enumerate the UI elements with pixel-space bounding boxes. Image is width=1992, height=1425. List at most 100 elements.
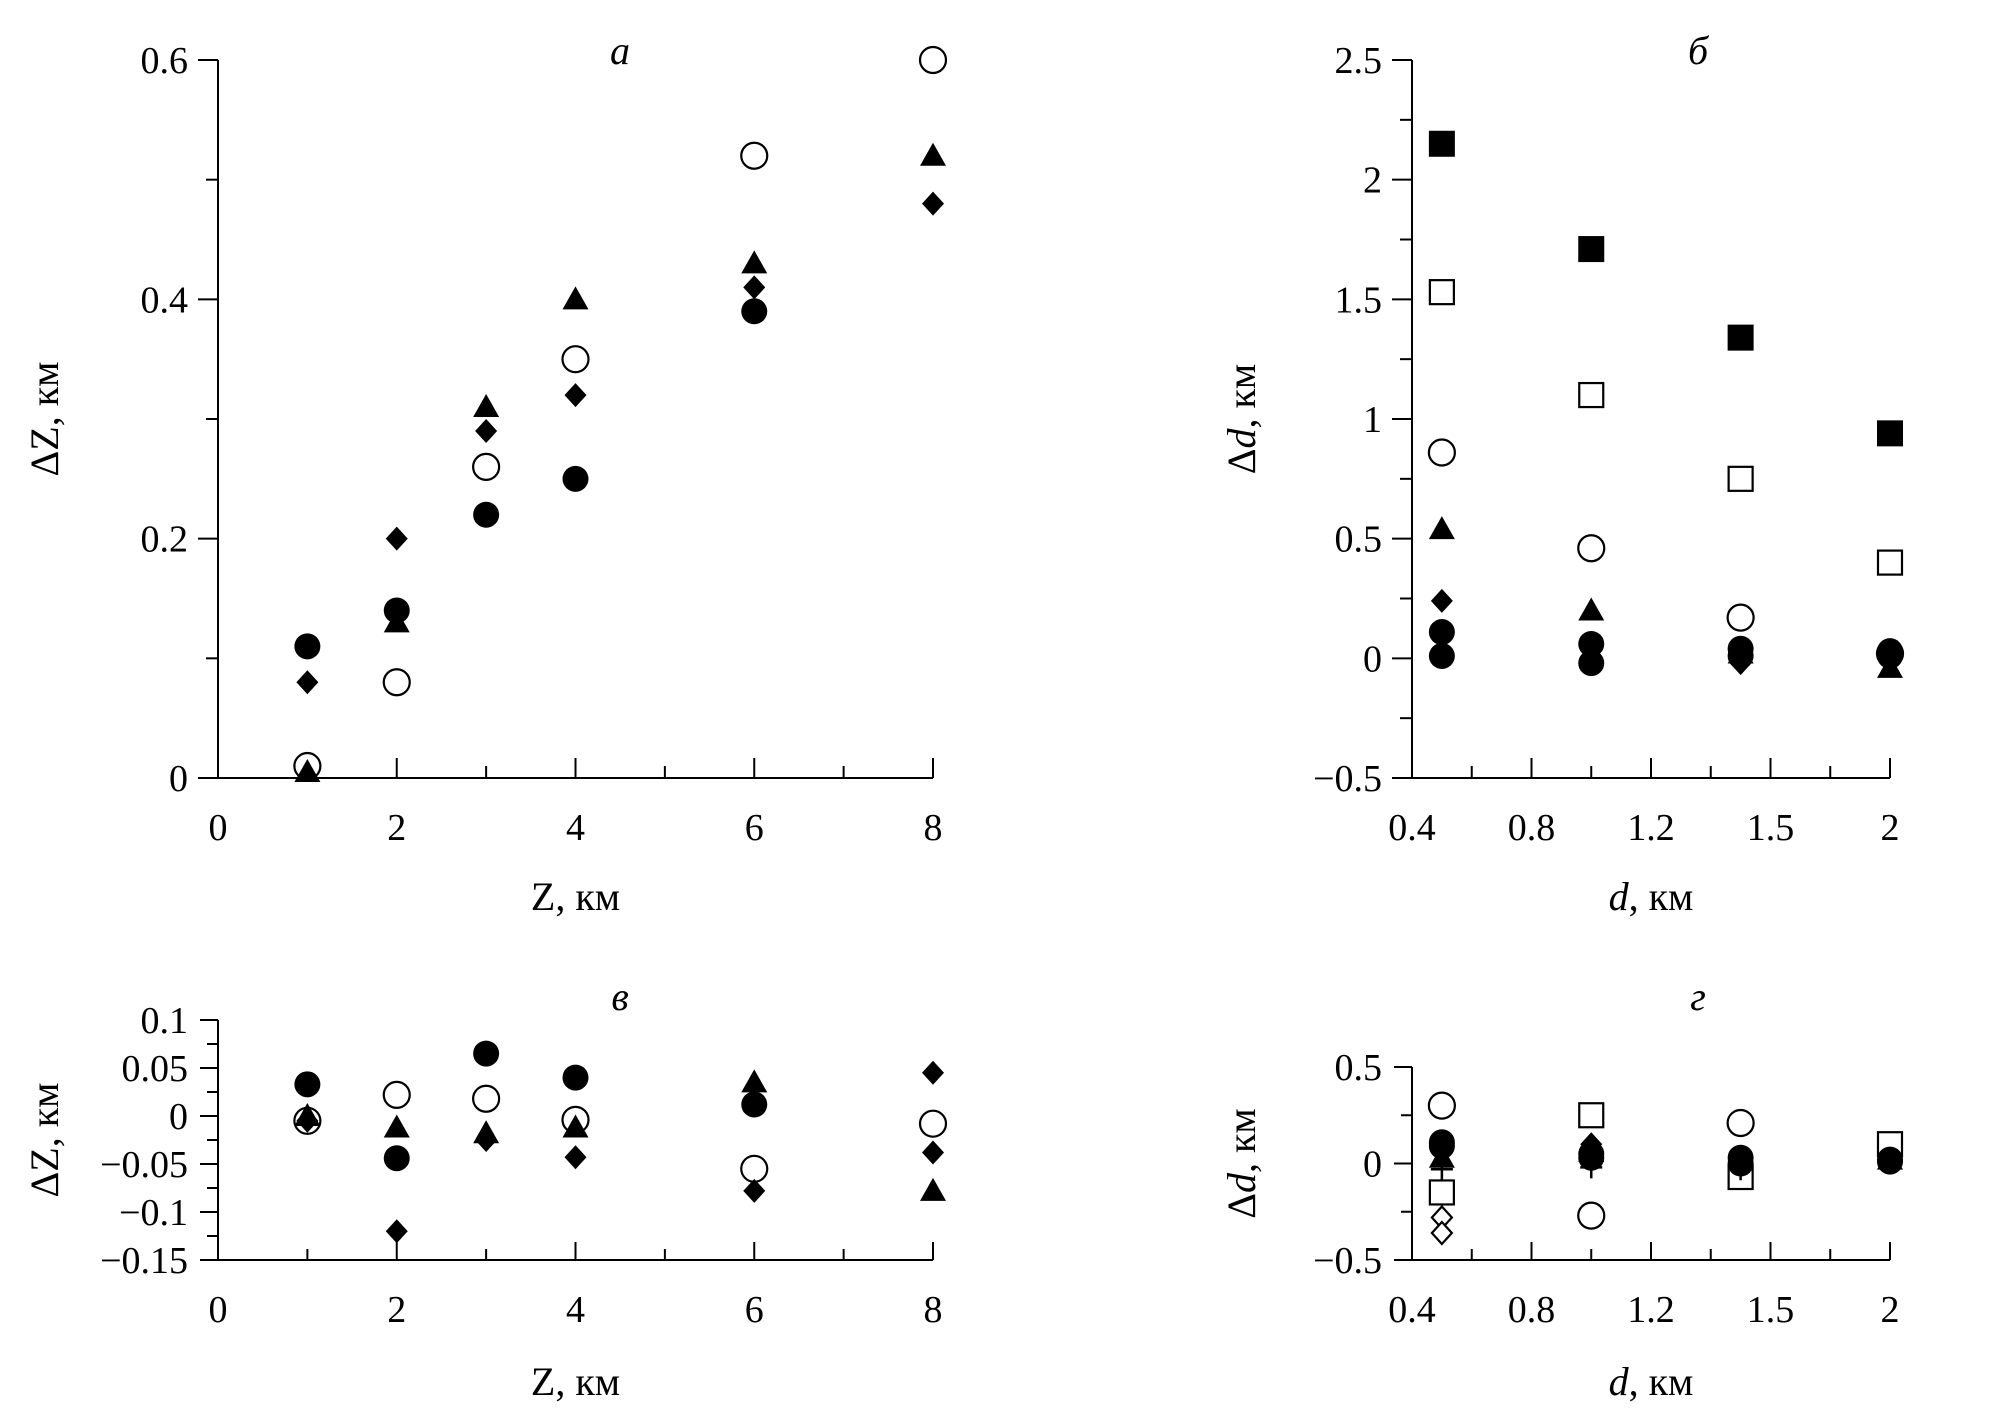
y-tick-label: 0.6 (141, 40, 189, 82)
data-point-open-circle (472, 1084, 501, 1113)
data-point-filled-circle (1428, 1133, 1455, 1160)
data-point-open-circle (918, 45, 948, 75)
data-point-filled-circle (1578, 1144, 1605, 1171)
data-point-filled-diamond (564, 1145, 587, 1170)
data-point-open-circle (472, 452, 501, 481)
data-point-filled-triangle (1578, 597, 1605, 621)
data-point-filled-circle (741, 298, 768, 325)
y-tick-label: −0.15 (100, 1240, 188, 1282)
x-tick-label: 0 (209, 807, 228, 849)
data-point-filled-diamond (385, 526, 408, 551)
data-point-open-circle (1577, 534, 1606, 563)
data-point-filled-square (1727, 324, 1754, 351)
x-tick-label: 4 (566, 1289, 585, 1331)
data-point-filled-diamond (296, 1108, 319, 1133)
data-point-filled-diamond (385, 1219, 408, 1244)
data-point-filled-square (1877, 420, 1903, 447)
data-point-filled-diamond (922, 1060, 944, 1085)
data-point-open-circle (740, 1154, 769, 1183)
data-point-filled-diamond (475, 1128, 498, 1152)
data-point-filled-circle (1578, 630, 1605, 657)
x-tick-label: 0.4 (1388, 807, 1436, 849)
panel-a: 0 2 4 6 8 0 0.2 0.4 0.6 а Z, км ΔZ, км (22, 28, 948, 919)
data-point-open-circle (740, 141, 769, 170)
data-point-filled-triangle (741, 250, 768, 274)
y-tick-label: 0 (1363, 638, 1382, 680)
x-tick-label: 6 (745, 807, 764, 849)
data-point-filled-circle (1877, 1148, 1903, 1175)
data-point-open-square (1876, 549, 1904, 576)
data-point-filled-circle (562, 465, 589, 492)
x-axis-label: d, км (1609, 1359, 1694, 1404)
data-point-open-circle (1726, 1108, 1755, 1138)
x-tick-label: 0.8 (1508, 807, 1556, 849)
y-tick-label: 0.2 (141, 519, 189, 561)
panel-b: 0.4 0.8 1.2 1.5 2 −0.5 0 0.5 1 1.5 2 2.5 б d, км Δd, к… (1219, 28, 1905, 919)
x-tick-label: 2 (387, 1289, 406, 1331)
y-tick-label: 0 (169, 1096, 188, 1138)
data-point-open-square (1727, 465, 1754, 492)
data-point-filled-diamond (296, 670, 319, 695)
data-point-filled-circle (741, 1091, 768, 1118)
y-tick-label: 1.5 (1335, 279, 1383, 321)
data-point-filled-circle (473, 501, 500, 528)
data-point-filled-triangle (920, 142, 946, 166)
data-point-open-square (1578, 1102, 1605, 1129)
data-point-filled-triangle (383, 609, 410, 633)
panel-label: г (1690, 974, 1706, 1019)
data-point-open-circle (382, 668, 411, 697)
data-point-filled-circle (294, 1071, 321, 1098)
x-tick-label: 2 (387, 807, 406, 849)
y-tick-label: −0.5 (1313, 1240, 1382, 1282)
x-axis-label: d, км (1609, 874, 1694, 919)
y-tick-label: 0.5 (1335, 1047, 1383, 1089)
panel-label: б (1688, 28, 1710, 73)
x-tick-label: 0.4 (1388, 1289, 1436, 1331)
data-point-open-circle (561, 345, 590, 374)
x-tick-label: 6 (745, 1289, 764, 1331)
y-tick-label: −0.5 (1313, 758, 1382, 800)
y-tick-label: −0.1 (119, 1192, 188, 1234)
y-tick-label: 0.1 (141, 1000, 189, 1042)
data-point-open-square (1578, 381, 1605, 409)
data-point-filled-diamond (564, 383, 587, 408)
y-tick-label: 0.5 (1335, 519, 1383, 561)
data-point-open-square (1428, 1179, 1455, 1206)
y-tick-label: 0.4 (141, 279, 189, 321)
panel-d: 0.4 0.8 1.2 1.5 2 −0.5 0 0.5 г d, км Δd, км (1219, 974, 1904, 1404)
panel-label: в (611, 974, 628, 1019)
panel-label: а (610, 28, 630, 73)
y-tick-label: 1 (1363, 399, 1382, 441)
y-tick-label: −0.05 (100, 1144, 188, 1186)
data-point-open-circle (1427, 438, 1456, 467)
data-point-open-circle (1726, 603, 1755, 632)
data-point-filled-circle (1578, 650, 1605, 677)
data-point-filled-diamond (1430, 588, 1453, 613)
x-tick-label: 1.5 (1747, 1289, 1795, 1331)
data-point-filled-circle (473, 1040, 500, 1067)
data-point-filled-circle (562, 1064, 589, 1091)
data-point-filled-diamond (743, 275, 766, 300)
data-point-open-circle (918, 1109, 948, 1138)
data-point-filled-triangle (562, 1114, 589, 1138)
x-tick-label: 1.5 (1747, 807, 1795, 849)
x-tick-label: 4 (566, 807, 585, 849)
x-tick-label: 1.2 (1627, 1289, 1675, 1331)
x-tick-label: 1.2 (1627, 807, 1675, 849)
y-tick-label: 0 (169, 758, 188, 800)
data-point-open-circle (1577, 1201, 1606, 1230)
data-point-filled-diamond (743, 1178, 766, 1203)
data-point-open-circle (1427, 1091, 1456, 1120)
data-point-filled-triangle (1428, 516, 1455, 540)
x-tick-label: 8 (924, 1289, 943, 1331)
data-point-filled-square (1428, 130, 1455, 157)
data-point-filled-diamond (922, 1140, 944, 1165)
data-point-open-square (1428, 279, 1455, 306)
data-point-open-circle (382, 1080, 411, 1109)
data-point-filled-triangle (741, 1069, 768, 1093)
y-tick-label: 2 (1363, 160, 1382, 202)
panel-c: 0 2 4 6 8 −0.15 −0.1 −0.05 0 0.05 0.1 в Z, км ΔZ, км (22, 974, 948, 1404)
y-tick-label: 0.05 (122, 1048, 189, 1090)
y-axis-label: Δd, км (1219, 364, 1264, 474)
